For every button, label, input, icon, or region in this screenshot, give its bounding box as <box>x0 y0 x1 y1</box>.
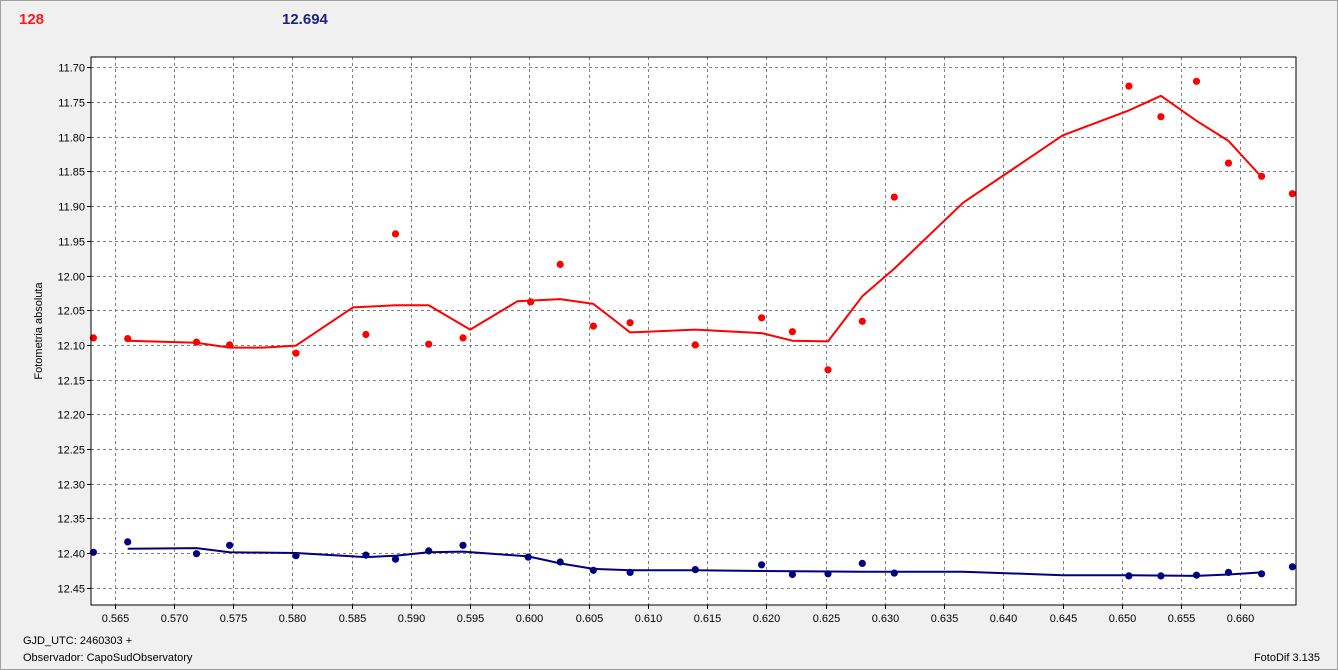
data-point <box>226 341 234 349</box>
data-point <box>556 260 564 268</box>
x-tick-label: 0.570 <box>161 613 189 625</box>
data-point <box>556 558 564 566</box>
y-tick-label: 11.70 <box>58 63 85 75</box>
gjd-label: GJD_UTC: 2460303 + <box>23 635 133 647</box>
y-tick-label: 12.05 <box>57 306 85 318</box>
x-tick-label: 0.590 <box>398 613 426 625</box>
app-version-label: FotoDif 3.135 <box>1253 652 1320 664</box>
data-point <box>626 568 634 577</box>
y-axis-label: Fotometria absoluta <box>33 282 45 380</box>
light-curve-chart: Fotometria absoluta 0.565 0.570 0.575 0.580… <box>33 56 1297 625</box>
data-point <box>1192 571 1201 579</box>
y-tick-label: 11.85 <box>58 167 85 179</box>
x-tick-label: 0.565 <box>102 613 130 625</box>
x-tick-label: 0.625 <box>813 613 841 625</box>
data-point <box>788 328 797 336</box>
y-tick-label: 12.30 <box>57 480 85 492</box>
data-point <box>425 547 433 555</box>
x-tick-label: 0.615 <box>694 613 722 625</box>
data-point <box>1192 77 1201 85</box>
data-point <box>292 552 300 560</box>
data-point <box>89 334 97 342</box>
data-point <box>788 570 797 579</box>
data-point <box>890 193 898 201</box>
plot-border <box>90 56 1297 606</box>
data-point <box>1288 563 1296 571</box>
y-tick-label: 12.15 <box>57 376 85 388</box>
x-tick-label: 0.580 <box>279 613 307 625</box>
x-tick-label: 0.640 <box>990 613 1018 625</box>
y-tick-label: 12.40 <box>57 549 85 561</box>
x-tick-label: 0.620 <box>753 613 781 625</box>
data-point <box>758 561 766 569</box>
data-point <box>1125 82 1133 90</box>
x-tick-label: 0.595 <box>457 613 485 625</box>
data-point <box>124 335 132 343</box>
data-point <box>1288 190 1296 198</box>
data-point <box>362 330 370 339</box>
data-point <box>459 541 467 549</box>
data-point <box>226 541 234 549</box>
x-tick-label: 0.635 <box>931 613 959 625</box>
data-point <box>527 298 535 306</box>
observer-label: Observador: CapoSudObservatory <box>23 652 193 664</box>
x-tick-label: 0.605 <box>576 613 604 625</box>
data-point <box>858 559 866 568</box>
data-point <box>391 555 400 563</box>
x-tick-label: 0.585 <box>339 613 367 625</box>
x-tick-label: 0.610 <box>635 613 663 625</box>
x-tick-label: 0.600 <box>516 613 544 625</box>
x-tick-label: 0.630 <box>872 613 900 625</box>
data-point <box>425 340 433 348</box>
data-point <box>459 334 467 342</box>
y-tick-label: 11.90 <box>58 202 85 214</box>
data-point <box>192 550 201 558</box>
y-tick-label: 12.10 <box>57 341 85 353</box>
y-tick-label: 11.95 <box>58 237 85 249</box>
data-point <box>362 551 370 559</box>
data-point <box>124 538 132 546</box>
data-point <box>824 570 832 578</box>
y-tick-label: 12.20 <box>57 410 85 422</box>
data-point <box>890 569 898 577</box>
data-point <box>824 366 832 374</box>
series-comparison <box>89 538 1296 580</box>
data-point <box>589 566 598 574</box>
data-point <box>626 319 634 327</box>
trend-line <box>127 94 1263 349</box>
x-tick-label: 0.645 <box>1050 613 1078 625</box>
data-point <box>391 230 400 238</box>
data-point <box>292 349 300 357</box>
data-point <box>589 322 598 330</box>
data-point <box>691 341 699 349</box>
y-tick-label: 12.25 <box>57 445 85 457</box>
data-point <box>524 553 532 561</box>
data-point <box>1157 572 1165 580</box>
data-point <box>858 317 866 325</box>
x-tick-label: 0.660 <box>1227 613 1255 625</box>
series-variable <box>89 77 1296 374</box>
data-point <box>192 338 201 346</box>
data-point <box>89 548 97 556</box>
data-point <box>1125 572 1133 580</box>
y-tick-label: 11.80 <box>58 133 85 145</box>
current-point-count: 128 <box>19 11 45 28</box>
data-point <box>691 566 699 574</box>
y-tick-label: 12.00 <box>57 272 85 284</box>
plot-area <box>91 57 1296 605</box>
y-tick-label: 12.35 <box>57 514 85 526</box>
data-point <box>1224 568 1233 577</box>
data-point <box>1157 113 1165 121</box>
x-tick-label: 0.575 <box>220 613 248 625</box>
data-point <box>1224 159 1233 167</box>
x-tick-label: 0.650 <box>1109 613 1137 625</box>
current-magnitude-value: 12.694 <box>282 11 328 28</box>
y-tick-label: 12.45 <box>57 584 85 596</box>
data-point <box>1258 172 1266 180</box>
x-tick-label: 0.655 <box>1168 613 1196 625</box>
data-point <box>758 314 766 322</box>
y-tick-label: 11.75 <box>58 98 85 110</box>
data-point <box>1258 570 1266 578</box>
